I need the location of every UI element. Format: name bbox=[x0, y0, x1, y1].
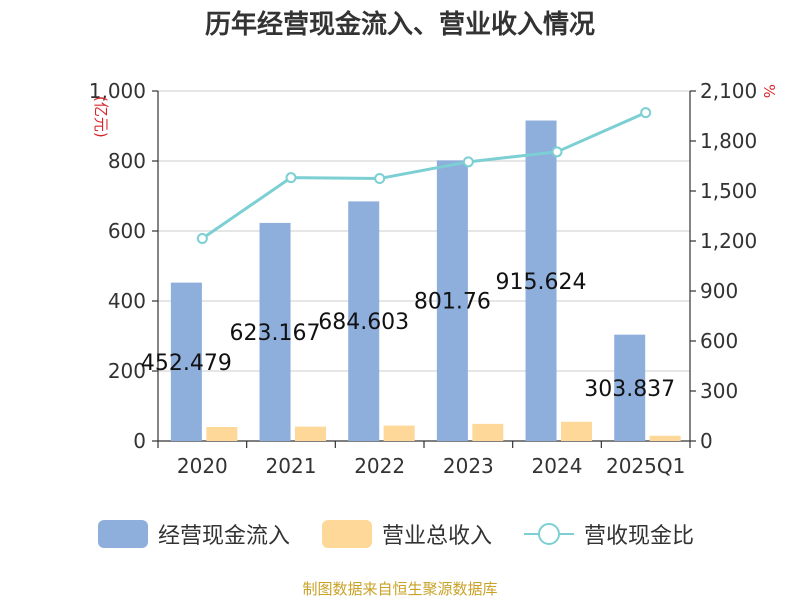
point-ratio bbox=[462, 156, 474, 168]
bar-cash-inflow bbox=[614, 334, 646, 441]
data-label-cash-inflow: 452.479 bbox=[141, 351, 232, 376]
legend-label-revenue: 营业总收入 bbox=[382, 524, 493, 549]
bar-revenue bbox=[206, 427, 238, 441]
legend-item-ratio[interactable]: 营收现金比 bbox=[524, 516, 694, 552]
bar-line-chart: 0 200 400 600 800 1,000 0 300 600 900 1,200 1,500 1,… bbox=[89, 79, 778, 478]
legend-swatch-revenue bbox=[322, 520, 372, 548]
legend: 经营现金流入 营业总收入 营收现金比 bbox=[0, 516, 800, 552]
bar-revenue bbox=[561, 421, 593, 441]
source-note: 制图数据来自恒生聚源数据库 bbox=[302, 580, 498, 598]
legend-swatch-cash-inflow bbox=[98, 520, 148, 548]
bar-cash-inflow bbox=[436, 160, 468, 441]
bar-revenue bbox=[295, 426, 327, 441]
point-ratio bbox=[640, 107, 652, 119]
x-tick-label: 2023 bbox=[443, 454, 494, 478]
y-left-unit-label: (亿元) bbox=[92, 96, 110, 138]
x-tick-label: 2021 bbox=[266, 454, 317, 478]
bar-cash-inflow bbox=[170, 282, 202, 441]
point-ratio bbox=[196, 233, 208, 244]
data-label-cash-inflow: 303.837 bbox=[584, 377, 675, 402]
bar-revenue bbox=[472, 423, 504, 441]
bar-revenue bbox=[649, 435, 681, 441]
line-ratio bbox=[201, 111, 647, 240]
legend-label-cash-inflow: 经营现金流入 bbox=[158, 524, 291, 549]
legend-label-ratio: 营收现金比 bbox=[584, 524, 695, 549]
x-tick-label: 2020 bbox=[177, 454, 228, 478]
point-ratio bbox=[374, 173, 386, 184]
legend-item-revenue[interactable]: 营业总收入 bbox=[322, 516, 492, 552]
bar-cash-inflow bbox=[525, 120, 557, 441]
y-right-unit-label: % bbox=[760, 84, 778, 98]
bar-cash-inflow bbox=[348, 201, 380, 441]
y-right-tick-label: 600 bbox=[700, 329, 738, 353]
x-tick-label: 2025Q1 bbox=[606, 454, 685, 478]
legend-item-cash-inflow[interactable]: 经营现金流入 bbox=[98, 516, 290, 552]
y-left-tick-label: 600 bbox=[108, 219, 146, 243]
data-label-cash-inflow: 801.76 bbox=[414, 290, 491, 315]
data-label-cash-inflow: 623.167 bbox=[230, 321, 321, 346]
y-right-tick-label: 300 bbox=[700, 379, 738, 403]
y-left-tick-label: 400 bbox=[108, 289, 146, 313]
data-label-cash-inflow: 915.624 bbox=[496, 270, 587, 295]
chart-title: 历年经营现金流入、营业收入情况 bbox=[204, 10, 595, 40]
y-left-tick-label: 200 bbox=[108, 359, 146, 383]
x-tick-label: 2022 bbox=[354, 454, 405, 478]
y-right-tick-label: 1,800 bbox=[700, 129, 757, 153]
point-ratio bbox=[285, 172, 297, 184]
legend-swatch-ratio bbox=[524, 520, 574, 548]
y-right-tick-label: 1,500 bbox=[700, 179, 757, 203]
bar-cash-inflow bbox=[259, 222, 291, 441]
y-left-tick-label: 1,000 bbox=[89, 79, 146, 103]
y-right-tick-label: 0 bbox=[700, 429, 713, 453]
bar-revenue bbox=[383, 425, 415, 441]
data-label-cash-inflow: 684.603 bbox=[318, 310, 409, 335]
y-right-tick-label: 1,200 bbox=[700, 229, 757, 253]
y-right-tick-label: 2,100 bbox=[700, 79, 757, 103]
y-left-tick-label: 0 bbox=[133, 429, 146, 453]
y-right-tick-label: 900 bbox=[700, 279, 738, 303]
x-tick-label: 2024 bbox=[532, 454, 583, 478]
point-ratio bbox=[551, 146, 563, 158]
y-left-tick-label: 800 bbox=[108, 149, 146, 173]
